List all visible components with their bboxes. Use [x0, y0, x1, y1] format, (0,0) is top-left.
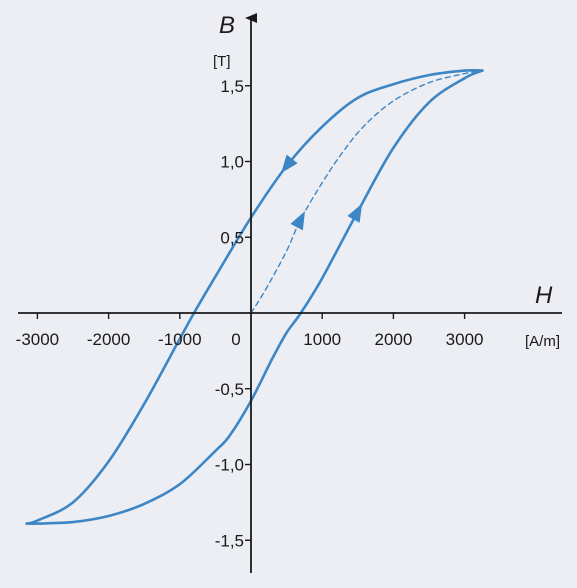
x-tick-label: -3000: [16, 330, 59, 349]
y-tick-label: -1,0: [215, 456, 244, 475]
direction-arrow-3: [290, 211, 305, 231]
x-tick-label: -1000: [158, 330, 201, 349]
ticks: -3000 -2000 -1000 0 1000 2000 3000 1,5 1,0 0,5 -0,…: [16, 77, 484, 550]
descending-branch: [25, 68, 484, 525]
x-axis-name: H: [535, 282, 553, 309]
x-axis-unit: [A/m]: [525, 333, 560, 350]
y-axis-name: B: [219, 12, 235, 39]
x-tick-label: -2000: [87, 330, 130, 349]
y-tick-label: -1,5: [215, 531, 244, 550]
y-tick-label: -0,5: [215, 380, 244, 399]
x-tick-label: 1000: [303, 330, 341, 349]
curves: [25, 68, 484, 525]
ascending-branch: [25, 69, 484, 525]
y-tick-label: 1,5: [220, 77, 244, 96]
x-tick-label: 2000: [374, 330, 412, 349]
y-tick-label: 1,0: [220, 153, 244, 172]
direction-arrow-1: [281, 154, 298, 174]
y-axis-unit: [T]: [213, 53, 231, 70]
initial-magnetization-curve: [250, 69, 484, 314]
y-tick-label: 0,5: [220, 228, 244, 247]
x-tick-label: 3000: [446, 330, 484, 349]
x-tick-label: 0: [231, 330, 240, 349]
direction-arrow-2: [347, 203, 363, 223]
